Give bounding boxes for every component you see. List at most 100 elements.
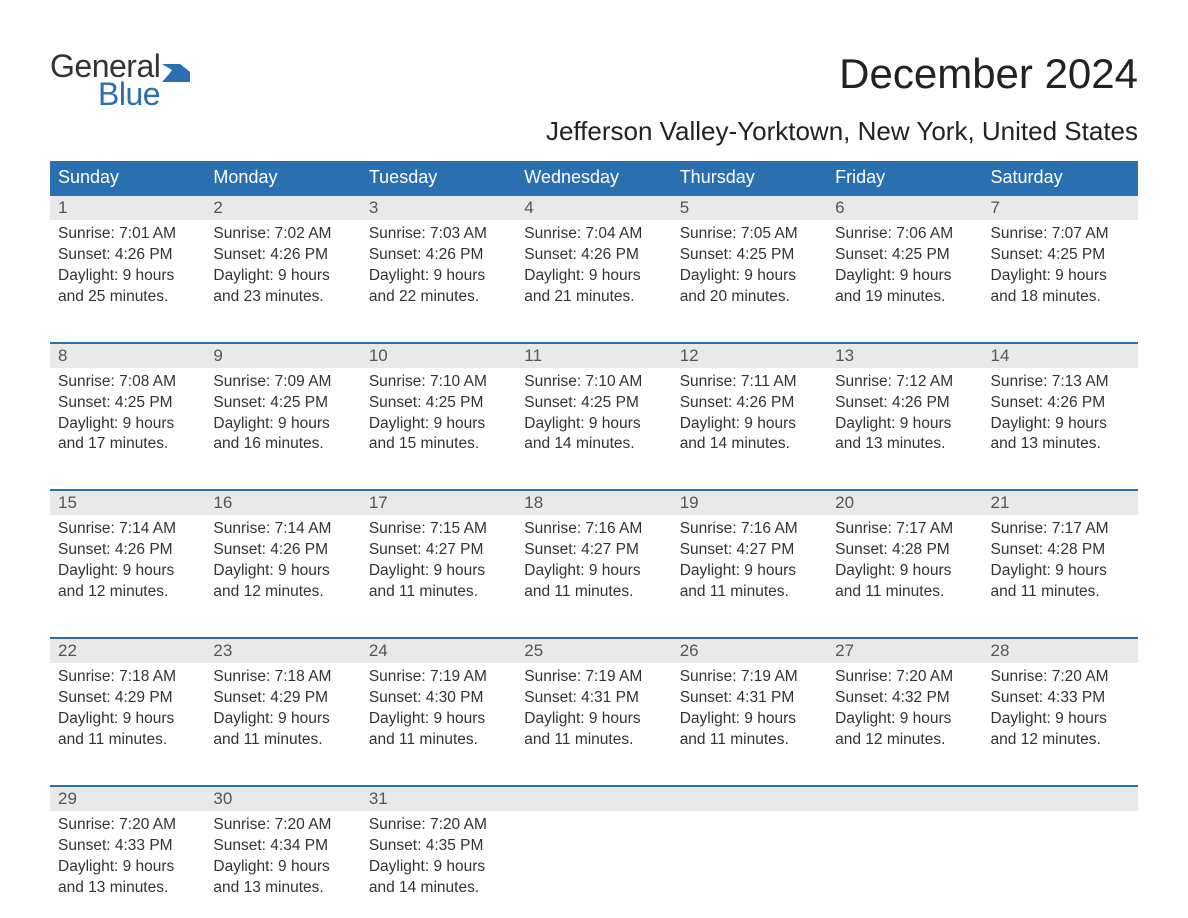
- title-block: December 2024 Jefferson Valley-Yorktown,…: [546, 50, 1138, 147]
- day-details: Sunrise: 7:01 AMSunset: 4:26 PMDaylight:…: [58, 224, 197, 308]
- dow-label: Thursday: [672, 161, 827, 194]
- day-number-row: .: [983, 787, 1138, 811]
- day-number: 18: [524, 493, 543, 512]
- day-number: 16: [213, 493, 232, 512]
- day-details: Sunrise: 7:20 AMSunset: 4:33 PMDaylight:…: [991, 667, 1130, 751]
- day-number-row: 6: [827, 196, 982, 220]
- calendar-day: 21Sunrise: 7:17 AMSunset: 4:28 PMDayligh…: [983, 491, 1138, 611]
- day-number: 1: [58, 198, 67, 217]
- day-number-row: 10: [361, 344, 516, 368]
- calendar-day: .: [983, 787, 1138, 907]
- logo-text-blue: Blue: [98, 78, 190, 110]
- day-number-row: .: [672, 787, 827, 811]
- calendar-week: 15 Sunrise: 7:14 AMSunset: 4:26 PMDayligh…: [50, 489, 1138, 611]
- calendar-day: 25 Sunrise: 7:19 AMSunset: 4:31 PMDayligh…: [516, 639, 671, 759]
- day-details: Sunrise: 7:09 AMSunset: 4:25 PMDaylight:…: [213, 372, 352, 456]
- day-number: 27: [835, 641, 854, 660]
- day-number-row: 14: [983, 344, 1138, 368]
- day-number-row: 2: [205, 196, 360, 220]
- calendar-day: 12 Sunrise: 7:11 AMSunset: 4:26 PMDayligh…: [672, 344, 827, 464]
- day-details: Sunrise: 7:04 AMSunset: 4:26 PMDaylight:…: [524, 224, 663, 308]
- day-details: Sunrise: 7:13 AMSunset: 4:26 PMDaylight:…: [991, 372, 1130, 456]
- day-number: 28: [991, 641, 1010, 660]
- day-details: Sunrise: 7:20 AMSunset: 4:32 PMDaylight:…: [835, 667, 974, 751]
- day-number: 20: [835, 493, 854, 512]
- day-number: 21: [991, 493, 1010, 512]
- calendar-day: 5Sunrise: 7:05 AMSunset: 4:25 PMDaylight…: [672, 196, 827, 316]
- month-title: December 2024: [546, 50, 1138, 98]
- day-number: 17: [369, 493, 388, 512]
- day-of-week-header: SundayMondayTuesdayWednesdayThursdayFrid…: [50, 161, 1138, 194]
- day-details: Sunrise: 7:18 AMSunset: 4:29 PMDaylight:…: [58, 667, 197, 751]
- dow-label: Saturday: [983, 161, 1138, 194]
- calendar-day: 27 Sunrise: 7:20 AMSunset: 4:32 PMDayligh…: [827, 639, 982, 759]
- calendar: SundayMondayTuesdayWednesdayThursdayFrid…: [50, 161, 1138, 906]
- day-number-row: 18: [516, 491, 671, 515]
- day-number: 7: [991, 198, 1000, 217]
- calendar-week: 29Sunrise: 7:20 AMSunset: 4:33 PMDayligh…: [50, 785, 1138, 907]
- calendar-day: 14 Sunrise: 7:13 AMSunset: 4:26 PMDayligh…: [983, 344, 1138, 464]
- day-details: Sunrise: 7:19 AMSunset: 4:31 PMDaylight:…: [524, 667, 663, 751]
- day-details: Sunrise: 7:20 AMSunset: 4:35 PMDaylight:…: [369, 815, 508, 899]
- calendar-day: 30Sunrise: 7:20 AMSunset: 4:34 PMDayligh…: [205, 787, 360, 907]
- calendar-day: 18Sunrise: 7:16 AMSunset: 4:27 PMDayligh…: [516, 491, 671, 611]
- day-number-row: 22: [50, 639, 205, 663]
- calendar-day: 3Sunrise: 7:03 AMSunset: 4:26 PMDaylight…: [361, 196, 516, 316]
- calendar-day: 22 Sunrise: 7:18 AMSunset: 4:29 PMDayligh…: [50, 639, 205, 759]
- day-number: 4: [524, 198, 533, 217]
- calendar-day: 6Sunrise: 7:06 AMSunset: 4:25 PMDaylight…: [827, 196, 982, 316]
- location-subtitle: Jefferson Valley-Yorktown, New York, Uni…: [546, 116, 1138, 147]
- calendar-day: 31 Sunrise: 7:20 AMSunset: 4:35 PMDayligh…: [361, 787, 516, 907]
- day-details: Sunrise: 7:15 AMSunset: 4:27 PMDaylight:…: [369, 519, 508, 603]
- day-number-row: 26: [672, 639, 827, 663]
- day-number-row: 20: [827, 491, 982, 515]
- day-number: 6: [835, 198, 844, 217]
- day-number: 26: [680, 641, 699, 660]
- day-details: Sunrise: 7:08 AMSunset: 4:25 PMDaylight:…: [58, 372, 197, 456]
- day-number: 12: [680, 346, 699, 365]
- day-number-row: 29: [50, 787, 205, 811]
- day-number-row: 1: [50, 196, 205, 220]
- calendar-day: 17 Sunrise: 7:15 AMSunset: 4:27 PMDayligh…: [361, 491, 516, 611]
- day-number: 15: [58, 493, 77, 512]
- calendar-week: 22 Sunrise: 7:18 AMSunset: 4:29 PMDayligh…: [50, 637, 1138, 759]
- day-details: Sunrise: 7:11 AMSunset: 4:26 PMDaylight:…: [680, 372, 819, 456]
- day-details: Sunrise: 7:16 AMSunset: 4:27 PMDaylight:…: [680, 519, 819, 603]
- calendar-day: 24Sunrise: 7:19 AMSunset: 4:30 PMDayligh…: [361, 639, 516, 759]
- day-number-row: 27: [827, 639, 982, 663]
- day-details: Sunrise: 7:10 AMSunset: 4:25 PMDaylight:…: [369, 372, 508, 456]
- calendar-day: 13Sunrise: 7:12 AMSunset: 4:26 PMDayligh…: [827, 344, 982, 464]
- calendar-day: 20Sunrise: 7:17 AMSunset: 4:28 PMDayligh…: [827, 491, 982, 611]
- day-number: 25: [524, 641, 543, 660]
- day-number-row: 30: [205, 787, 360, 811]
- day-details: Sunrise: 7:14 AMSunset: 4:26 PMDaylight:…: [58, 519, 197, 603]
- day-details: Sunrise: 7:19 AMSunset: 4:31 PMDaylight:…: [680, 667, 819, 751]
- day-number: 9: [213, 346, 222, 365]
- day-number-row: 31: [361, 787, 516, 811]
- calendar-day: 19Sunrise: 7:16 AMSunset: 4:27 PMDayligh…: [672, 491, 827, 611]
- calendar-day: .: [516, 787, 671, 907]
- day-number: 2: [213, 198, 222, 217]
- day-details: Sunrise: 7:19 AMSunset: 4:30 PMDaylight:…: [369, 667, 508, 751]
- calendar-day: 28 Sunrise: 7:20 AMSunset: 4:33 PMDayligh…: [983, 639, 1138, 759]
- logo: General Blue: [50, 50, 190, 110]
- day-number-row: 23: [205, 639, 360, 663]
- day-details: Sunrise: 7:02 AMSunset: 4:26 PMDaylight:…: [213, 224, 352, 308]
- day-number-row: 8: [50, 344, 205, 368]
- calendar-day: 15 Sunrise: 7:14 AMSunset: 4:26 PMDayligh…: [50, 491, 205, 611]
- day-number-row: 25: [516, 639, 671, 663]
- calendar-day: 23Sunrise: 7:18 AMSunset: 4:29 PMDayligh…: [205, 639, 360, 759]
- day-number-row: .: [516, 787, 671, 811]
- day-number-row: 28: [983, 639, 1138, 663]
- calendar-day: 8 Sunrise: 7:08 AMSunset: 4:25 PMDaylight…: [50, 344, 205, 464]
- day-details: Sunrise: 7:10 AMSunset: 4:25 PMDaylight:…: [524, 372, 663, 456]
- day-number: 5: [680, 198, 689, 217]
- day-number: 22: [58, 641, 77, 660]
- day-number: 11: [524, 346, 542, 365]
- calendar-day: 2 Sunrise: 7:02 AMSunset: 4:26 PMDaylight…: [205, 196, 360, 316]
- dow-label: Friday: [827, 161, 982, 194]
- calendar-day: 1 Sunrise: 7:01 AMSunset: 4:26 PMDaylight…: [50, 196, 205, 316]
- day-number-row: 12: [672, 344, 827, 368]
- day-number: 23: [213, 641, 232, 660]
- day-number: 8: [58, 346, 67, 365]
